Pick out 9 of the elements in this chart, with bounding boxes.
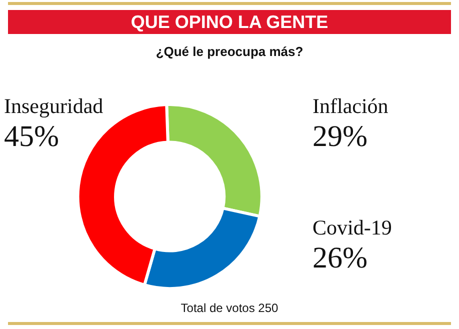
- slice-label: Inflación: [312, 94, 389, 118]
- data-label: 26%: [312, 241, 368, 274]
- text: Total de votos 250: [180, 301, 280, 315]
- slice-label: Inseguridad: [4, 94, 104, 118]
- data-label: 45%: [4, 120, 59, 153]
- chart-subtitle: ¿Qué le preocupa más?: [154, 44, 304, 59]
- data-label: 29%: [312, 120, 368, 153]
- chart-title: QUE OPINO LA GENTE: [8, 10, 451, 34]
- slice-label: Covid-19: [312, 215, 392, 240]
